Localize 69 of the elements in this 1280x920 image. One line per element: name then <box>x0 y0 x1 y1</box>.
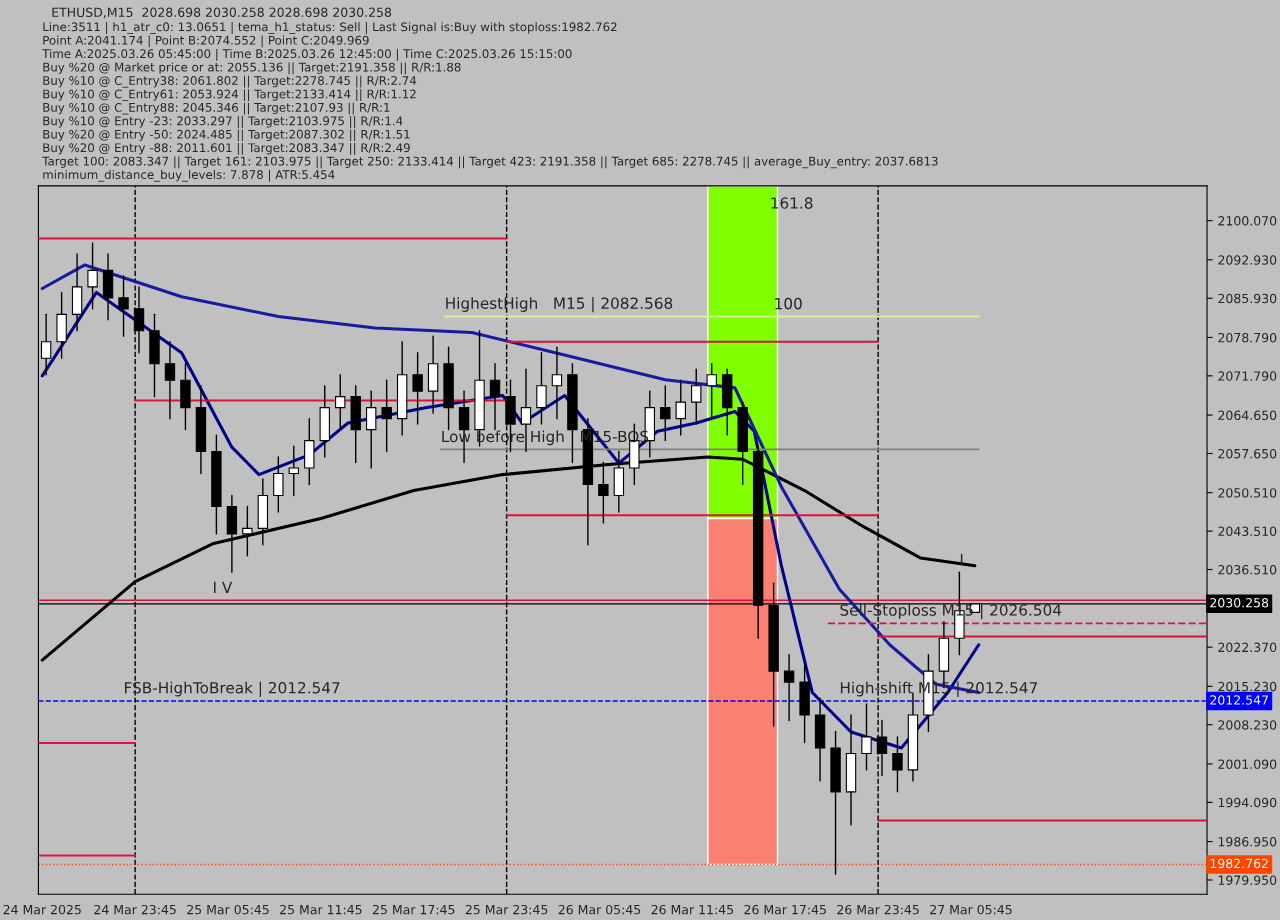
x-tick-label: 24 Mar 23:45 <box>94 904 176 915</box>
text: Buy %10 @ Entry -23: 2033.297 || Target:2103.975 || R/R:1.4 <box>43 116 403 128</box>
x-tick-label: 27 Mar 05:45 <box>930 904 1012 915</box>
annotation: HighestHigh M15 | 2082.568 <box>446 297 673 313</box>
x-tick-label: 26 Mar 17:45 <box>744 904 826 915</box>
text: Buy %10 @ C_Entry61: 2053.924 || Target:2133.414 || R/R:1.12 <box>43 89 416 102</box>
annotation: I V <box>214 581 233 593</box>
candlestick <box>691 368 702 425</box>
candlestick <box>288 445 299 497</box>
y-tick-label: 2100.070 <box>1218 216 1277 226</box>
candlestick <box>660 384 671 442</box>
y-tick-label: 2008.230 <box>1218 720 1277 730</box>
candlestick <box>118 275 129 337</box>
candlestick <box>675 379 686 436</box>
x-tick-label: 25 Mar 23:45 <box>465 904 548 915</box>
candlestick <box>598 461 609 524</box>
candlestick <box>489 363 501 431</box>
candlestick <box>87 242 98 310</box>
candlestick <box>273 456 284 513</box>
y-tick-label: 2036.510 <box>1218 564 1277 575</box>
candlestick <box>861 703 872 771</box>
y-tick-label: 2064.650 <box>1218 410 1277 420</box>
y-tick-label: 2015.230 <box>1218 681 1277 692</box>
y-tick-label: 2092.930 <box>1218 255 1277 265</box>
y-tick-label: 2050.510 <box>1218 488 1277 498</box>
annotation: I <box>960 553 963 565</box>
text: Point A:2041.174 | Point B:2074.552 | Point C:2049.969 <box>43 35 369 48</box>
candlestick <box>412 352 423 425</box>
text: Buy %10 @ C_Entry38: 2061.802 || Target:2278.745 || R/R:2.74 <box>43 75 417 88</box>
text: minimum_distance_buy_levels: 7.878 | ATR:5.454 <box>43 169 335 182</box>
x-tick-label: 26 Mar 05:45 <box>558 904 641 915</box>
x-tick-label: 25 Mar 11:45 <box>280 904 362 915</box>
candlestick <box>365 390 377 469</box>
x-tick-label: 25 Mar 05:45 <box>187 904 269 915</box>
ref-line-label: 2012.547 <box>1210 695 1268 705</box>
candlestick <box>783 653 795 722</box>
candlestick <box>40 313 52 376</box>
y-tick-label: 2022.370 <box>1218 642 1277 653</box>
text: Line:3511 | h1_atr_c0: 13.0651 | tema_h1_status: Sell | Last Signal is:Buy with stoploss:1982.762 <box>43 22 617 34</box>
y-tick-label: 2001.090 <box>1218 759 1277 769</box>
text: Buy %20 @ Market price or at: 2055.136 || Target:2191.358 || R/R:1.88 <box>43 62 461 75</box>
x-tick-label: 24 Mar 2025 <box>3 904 81 915</box>
candlestick <box>551 346 563 420</box>
annotation: FSB-HighToBreak | 2012.547 <box>125 681 340 697</box>
x-tick-label: 26 Mar 11:45 <box>651 904 734 915</box>
y-tick-label: 2043.510 <box>1218 526 1277 537</box>
candlestick <box>242 505 253 557</box>
candlestick <box>164 341 176 420</box>
y-tick-label: 1986.950 <box>1218 837 1277 847</box>
y-tick-label: 2078.790 <box>1218 332 1277 343</box>
y-tick-label: 2057.650 <box>1218 448 1277 459</box>
chart-title: ETHUSD,M15 2028.698 2030.258 2028.698 2030.258 <box>52 7 392 19</box>
y-tick-label: 2071.790 <box>1218 371 1277 381</box>
candlestick <box>381 379 392 453</box>
y-tick-label: 1994.090 <box>1218 797 1277 808</box>
ref-line-label: 1982.762 <box>1210 858 1268 869</box>
y-tick-label: 2085.930 <box>1218 293 1277 304</box>
text: Buy %20 @ Entry -50: 2024.485 || Target:2087.302 || R/R:1.51 <box>43 129 410 142</box>
ref-line-label: 2030.258 <box>1210 598 1269 608</box>
x-tick-label: 25 Mar 17:45 <box>372 904 455 915</box>
text: Buy %10 @ C_Entry88: 2045.346 || Target:2107.93 || R/R:1 <box>43 102 390 115</box>
candlestick <box>536 352 547 425</box>
candlestick <box>335 374 346 431</box>
x-tick-label: 26 Mar 23:45 <box>837 904 919 915</box>
candlestick <box>892 736 903 793</box>
text: Time A:2025.03.26 05:45:00 | Time B:2025.03.26 12:45:00 | Time C:2025.03.26 15:15:00 <box>42 48 572 61</box>
y-tick-label: 1979.950 <box>1218 875 1277 885</box>
text: Target 100: 2083.347 || Target 161: 2103.975 || Target 250: 2133.414 || Target 423: 2191.358 || Target 685: 2278.745 || average_Buy_entry: 2037.6813 <box>42 156 938 169</box>
text: Buy %20 @ Entry -88: 2011.601 || Target:2083.347 || R/R:2.49 <box>43 142 410 155</box>
